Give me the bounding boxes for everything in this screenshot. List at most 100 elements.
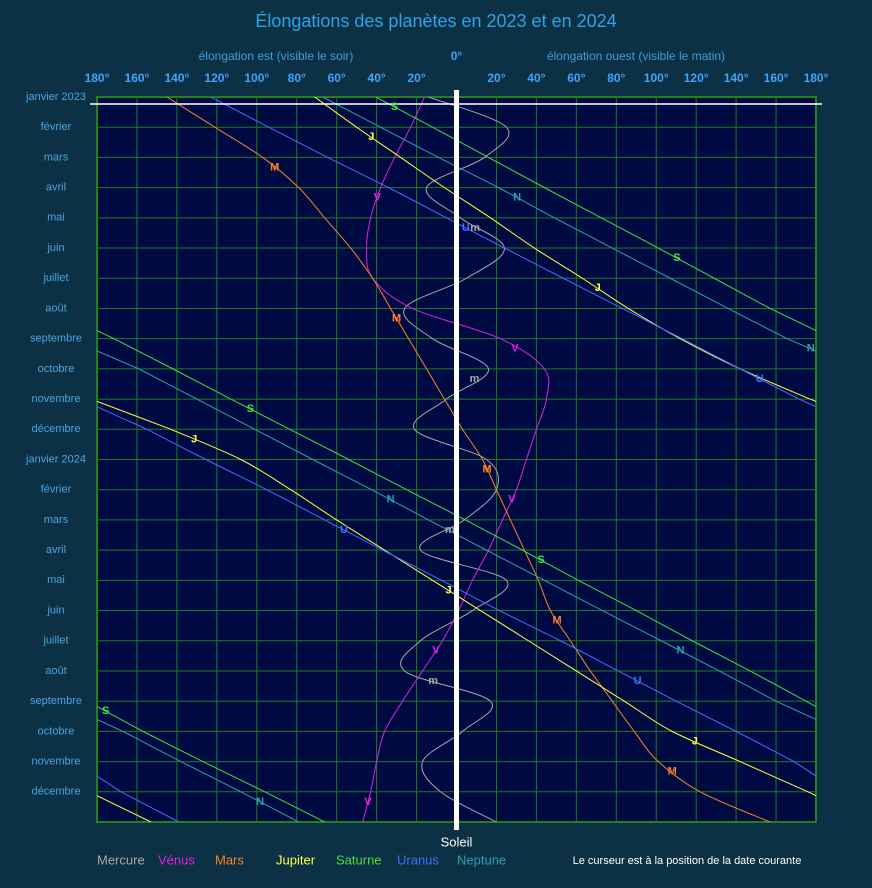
sun-label: Soleil [441,834,473,849]
planet-line [122,730,299,822]
x-tick-label: 0° [451,49,463,63]
planet-line [146,428,795,763]
y-tick-label: mai [47,574,65,586]
x-label-right: élongation ouest (visible le matin) [547,49,725,63]
planet-line-wrap [97,398,816,430]
x-tick-label: 40° [368,71,386,85]
y-tick-label: avril [46,544,66,556]
x-tick-label: 120° [684,71,709,85]
y-tick-label: septembre [30,695,82,707]
y-tick-label: août [45,665,66,677]
planet-letter: V [364,796,372,808]
y-tick-label: avril [46,182,66,194]
planet-letter: S [673,252,680,264]
legend-entry: Vénus [158,852,195,867]
planet-letter: N [387,494,395,506]
x-tick-label: 100° [244,71,269,85]
y-tick-label: juillet [42,272,68,284]
planet-line-wrap [97,761,816,793]
planet-letter: M [668,766,677,778]
x-tick-label: 160° [125,71,150,85]
planet-line-wrap [97,398,816,430]
planet-letter: N [807,343,815,355]
planet-letter: S [102,705,109,717]
y-tick-label: octobre [38,363,75,375]
planet-line [400,97,510,822]
planet-letter: V [374,192,382,204]
y-tick-label: mars [44,151,69,163]
y-tick-label: janvier 2024 [25,453,86,465]
planet-line [170,428,809,793]
y-tick-label: mai [47,212,65,224]
y-tick-label: novembre [32,755,81,767]
planet-letter: S [537,554,544,566]
planet-letter: J [692,735,698,747]
planet-line [322,97,788,340]
x-tick-label: 140° [164,71,189,85]
legend-entry: Jupiter [276,852,316,867]
planet-letter: m [428,675,438,687]
x-tick-label: 20° [487,71,505,85]
note: Le curseur est à la position de la date … [573,855,802,867]
planet-line [166,97,771,822]
x-tick-label: 60° [567,71,585,85]
planet-letter: m [470,373,480,385]
x-tick-label: 180° [804,71,829,85]
x-tick-label: 100° [644,71,669,85]
chart-title: Élongations des planètes en 2023 et en 2… [255,11,616,31]
y-tick-label: janvier 2023 [25,91,86,103]
planet-letter: M [483,463,492,475]
y-tick-label: février [41,121,72,133]
planet-line [120,791,180,822]
x-label-left: élongation est (visible le soir) [199,49,354,63]
planet-letter: J [445,584,451,596]
planet-letter: V [508,494,516,506]
planet-letter: M [270,161,279,173]
planet-line-wrap [97,308,816,340]
planet-letter: U [340,524,348,536]
y-tick-label: juillet [42,635,68,647]
planet-letter: U [634,675,642,687]
planet-letter: J [595,282,601,294]
x-tick-label: 140° [724,71,749,85]
legend-entry: Saturne [336,852,382,867]
planet-line [362,97,550,822]
x-tick-label: 80° [288,71,306,85]
planet-letter: N [513,192,521,204]
planet-letter: m [445,524,455,536]
x-tick-label: 80° [607,71,625,85]
y-tick-label: octobre [38,725,75,737]
y-tick-label: juin [46,604,64,616]
lines [97,97,816,822]
y-tick-label: juin [46,242,64,254]
planet-line [113,338,807,702]
x-tick-label: 20° [407,71,425,85]
x-tick-label: 60° [328,71,346,85]
planet-line-wrap [97,791,816,822]
x-tick-label: 40° [527,71,545,85]
planet-letter: S [391,101,398,113]
planet-letter: N [256,796,264,808]
y-tick-label: mars [44,514,69,526]
x-tick-label: 160° [764,71,789,85]
legend-entry: Mars [215,852,244,867]
x-tick-label: 120° [204,71,229,85]
planet-letter: S [247,403,254,415]
y-tick-label: novembre [32,393,81,405]
planet-letter: U [756,373,764,385]
x-tick-label: 180° [85,71,110,85]
planet-letter: N [677,645,685,657]
y-tick-label: décembre [32,423,81,435]
legend-entry: Mercure [97,852,145,867]
planet-letter: m [470,222,480,234]
planet-letter: U [462,222,470,234]
markers: m m m m V V V V V M M M M M J J J J J S S S S S U U U U N N N N N [102,101,815,808]
planet-line-wrap [97,700,816,732]
planet-letter: J [191,433,197,445]
planet-line [142,730,325,822]
y-tick-label: février [41,484,72,496]
legend-entry: Uranus [397,852,439,867]
planet-letter: V [511,343,519,355]
y-tick-label: août [45,302,66,314]
